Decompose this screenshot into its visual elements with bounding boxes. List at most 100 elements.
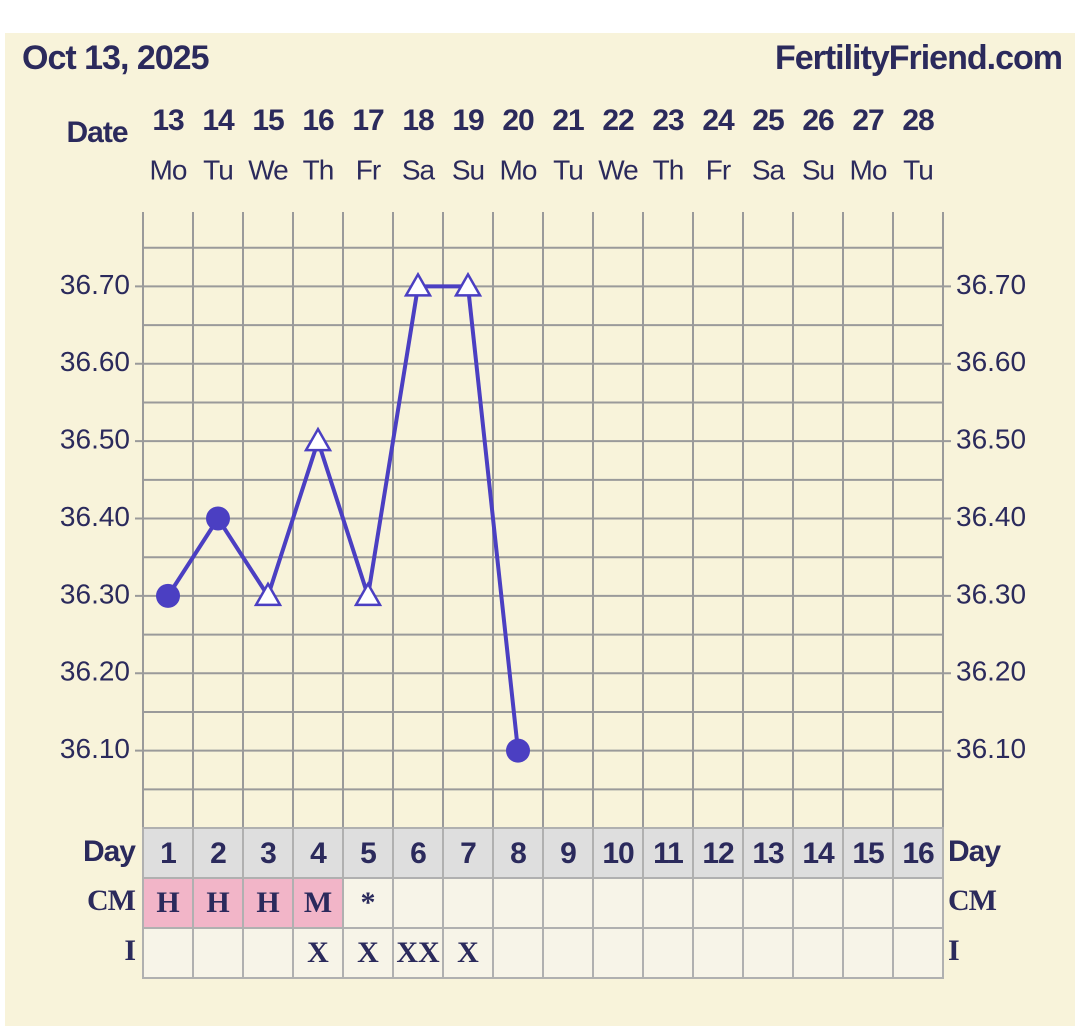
- temperature-point: [353, 581, 383, 607]
- temperature-point: [403, 271, 433, 297]
- cm-value: M: [304, 886, 332, 919]
- y2-tick-label: 36.60: [956, 346, 1026, 377]
- date-label: Date: [66, 116, 127, 149]
- i-cell: [642, 927, 694, 979]
- weekday: Th: [303, 154, 334, 185]
- day-cell: [292, 827, 344, 879]
- i-cell: [842, 927, 894, 979]
- day-cell: [192, 827, 244, 879]
- day-number: 6: [410, 837, 426, 870]
- day-number: 11: [653, 837, 683, 870]
- cm-value: *: [361, 886, 376, 919]
- day-number: 1: [160, 837, 176, 870]
- cm-cell: [492, 877, 544, 929]
- date-number: 17: [352, 104, 384, 137]
- day-number: 5: [360, 837, 376, 870]
- i-cell: [442, 927, 494, 979]
- i-cell: [742, 927, 794, 979]
- date-number: 24: [702, 104, 735, 137]
- row-label-right: CM: [948, 884, 997, 917]
- temperature-line: [166, 284, 520, 751]
- weekday: We: [598, 154, 638, 185]
- temperature-point: [156, 583, 180, 608]
- weekday: Su: [802, 154, 834, 185]
- i-value: XX: [396, 936, 440, 969]
- date-number: 22: [602, 104, 634, 137]
- cm-value: H: [156, 886, 179, 919]
- i-cell: [542, 927, 594, 979]
- date-number: 26: [802, 104, 834, 137]
- weekday: Mo: [150, 154, 187, 185]
- day-number: 2: [210, 837, 226, 870]
- temperature-point: [453, 271, 483, 297]
- row-label: Day: [83, 835, 136, 868]
- date-number: 25: [752, 104, 784, 137]
- date-number: 20: [502, 104, 534, 137]
- weekday: Sa: [752, 154, 786, 185]
- y2-tick-label: 36.40: [956, 501, 1026, 532]
- weekday: Fr: [706, 154, 731, 185]
- day-number: 7: [460, 837, 476, 870]
- date-number: 18: [402, 104, 434, 137]
- temperature-point: [206, 506, 230, 531]
- weekday: Sa: [402, 154, 436, 185]
- weekday: We: [248, 154, 288, 185]
- date-number: 21: [552, 104, 584, 137]
- cm-cell: [842, 877, 894, 929]
- y-tick-label: 36.10: [60, 733, 130, 764]
- weekday: Mo: [850, 154, 887, 185]
- cm-cell: [642, 877, 694, 929]
- i-cell: [342, 927, 394, 979]
- cm-cell: [792, 877, 844, 929]
- cm-value: H: [256, 886, 279, 919]
- date-number: 19: [452, 104, 484, 137]
- i-value: X: [457, 936, 479, 969]
- i-cell: [142, 927, 194, 979]
- y-tick-label: 36.60: [60, 346, 130, 377]
- day-number: 15: [852, 837, 884, 870]
- weekday: Tu: [553, 154, 583, 185]
- y-tick-label: 36.50: [60, 424, 130, 455]
- i-cell: [242, 927, 294, 979]
- temperature-point: [506, 738, 530, 763]
- date-number: 15: [252, 104, 284, 137]
- day-number: 4: [310, 837, 327, 870]
- day-cell: [642, 827, 694, 879]
- i-cell: [692, 927, 744, 979]
- cm-cell: [542, 877, 594, 929]
- date-number: 23: [652, 104, 684, 137]
- site-name: FertilityFriend.com: [775, 39, 1062, 77]
- day-cell: [842, 827, 894, 879]
- cm-cell: [342, 877, 394, 929]
- y2-tick-label: 36.50: [956, 424, 1026, 455]
- day-number: 8: [510, 837, 526, 870]
- cm-value: H: [206, 886, 229, 919]
- weekday: Tu: [903, 154, 933, 185]
- i-value: X: [357, 936, 379, 969]
- date-number: 27: [852, 104, 884, 137]
- day-number: 10: [602, 837, 634, 870]
- temperature-point: [303, 426, 333, 452]
- day-number: 14: [802, 837, 835, 870]
- row-label-right: I: [948, 934, 959, 967]
- y2-tick-label: 36.70: [956, 269, 1026, 300]
- temperature-point: [253, 581, 283, 607]
- y-tick-label: 36.30: [60, 578, 130, 609]
- weekday: Su: [452, 154, 484, 185]
- cm-cell: [892, 877, 944, 929]
- date-number: 28: [902, 104, 934, 137]
- y2-tick-label: 36.10: [956, 733, 1026, 764]
- date-number: 14: [202, 104, 235, 137]
- y-tick-label: 36.40: [60, 501, 130, 532]
- i-cell: [892, 927, 944, 979]
- i-cell: [792, 927, 844, 979]
- day-number: 16: [902, 837, 934, 870]
- y2-tick-label: 36.20: [956, 656, 1026, 687]
- day-number: 12: [702, 837, 734, 870]
- day-cell: [242, 827, 294, 879]
- i-value: X: [307, 936, 329, 969]
- i-cell: [192, 927, 244, 979]
- row-label-right: Day: [948, 835, 1001, 868]
